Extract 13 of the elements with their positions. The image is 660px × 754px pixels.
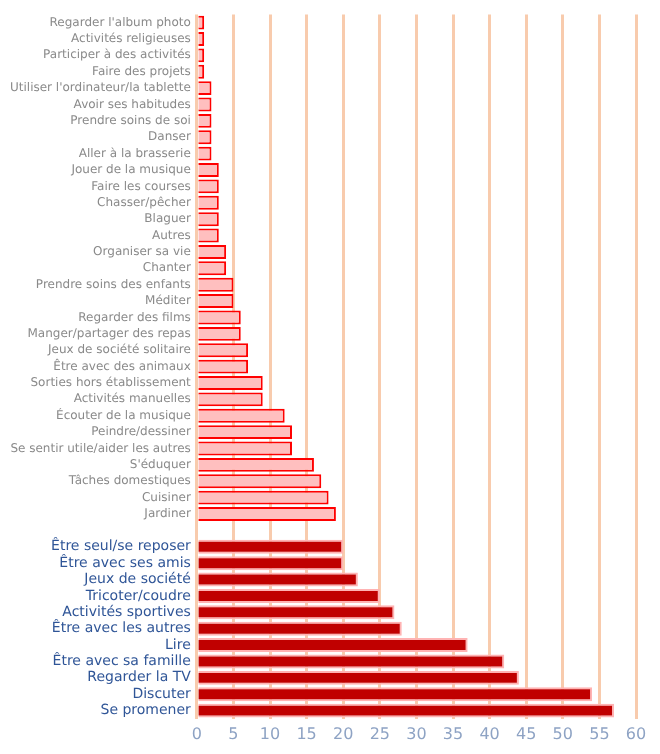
x-tick-label: 55: [589, 724, 610, 743]
x-tick-label: 60: [625, 724, 647, 743]
x-tick-label: 15: [296, 724, 317, 743]
x-tick-label: 50: [552, 724, 573, 743]
x-tick-label: 35: [442, 724, 464, 743]
x-tick-label: 45: [516, 724, 537, 743]
x-tick-label: 25: [369, 724, 391, 743]
x-tick-label: 40: [479, 724, 500, 743]
x-tick-label: 5: [228, 724, 239, 743]
x-tick-label: 0: [191, 724, 202, 743]
x-tick-label: 20: [333, 724, 354, 743]
x-tick-label: 10: [259, 724, 281, 743]
x-tick-label: 30: [406, 724, 427, 743]
